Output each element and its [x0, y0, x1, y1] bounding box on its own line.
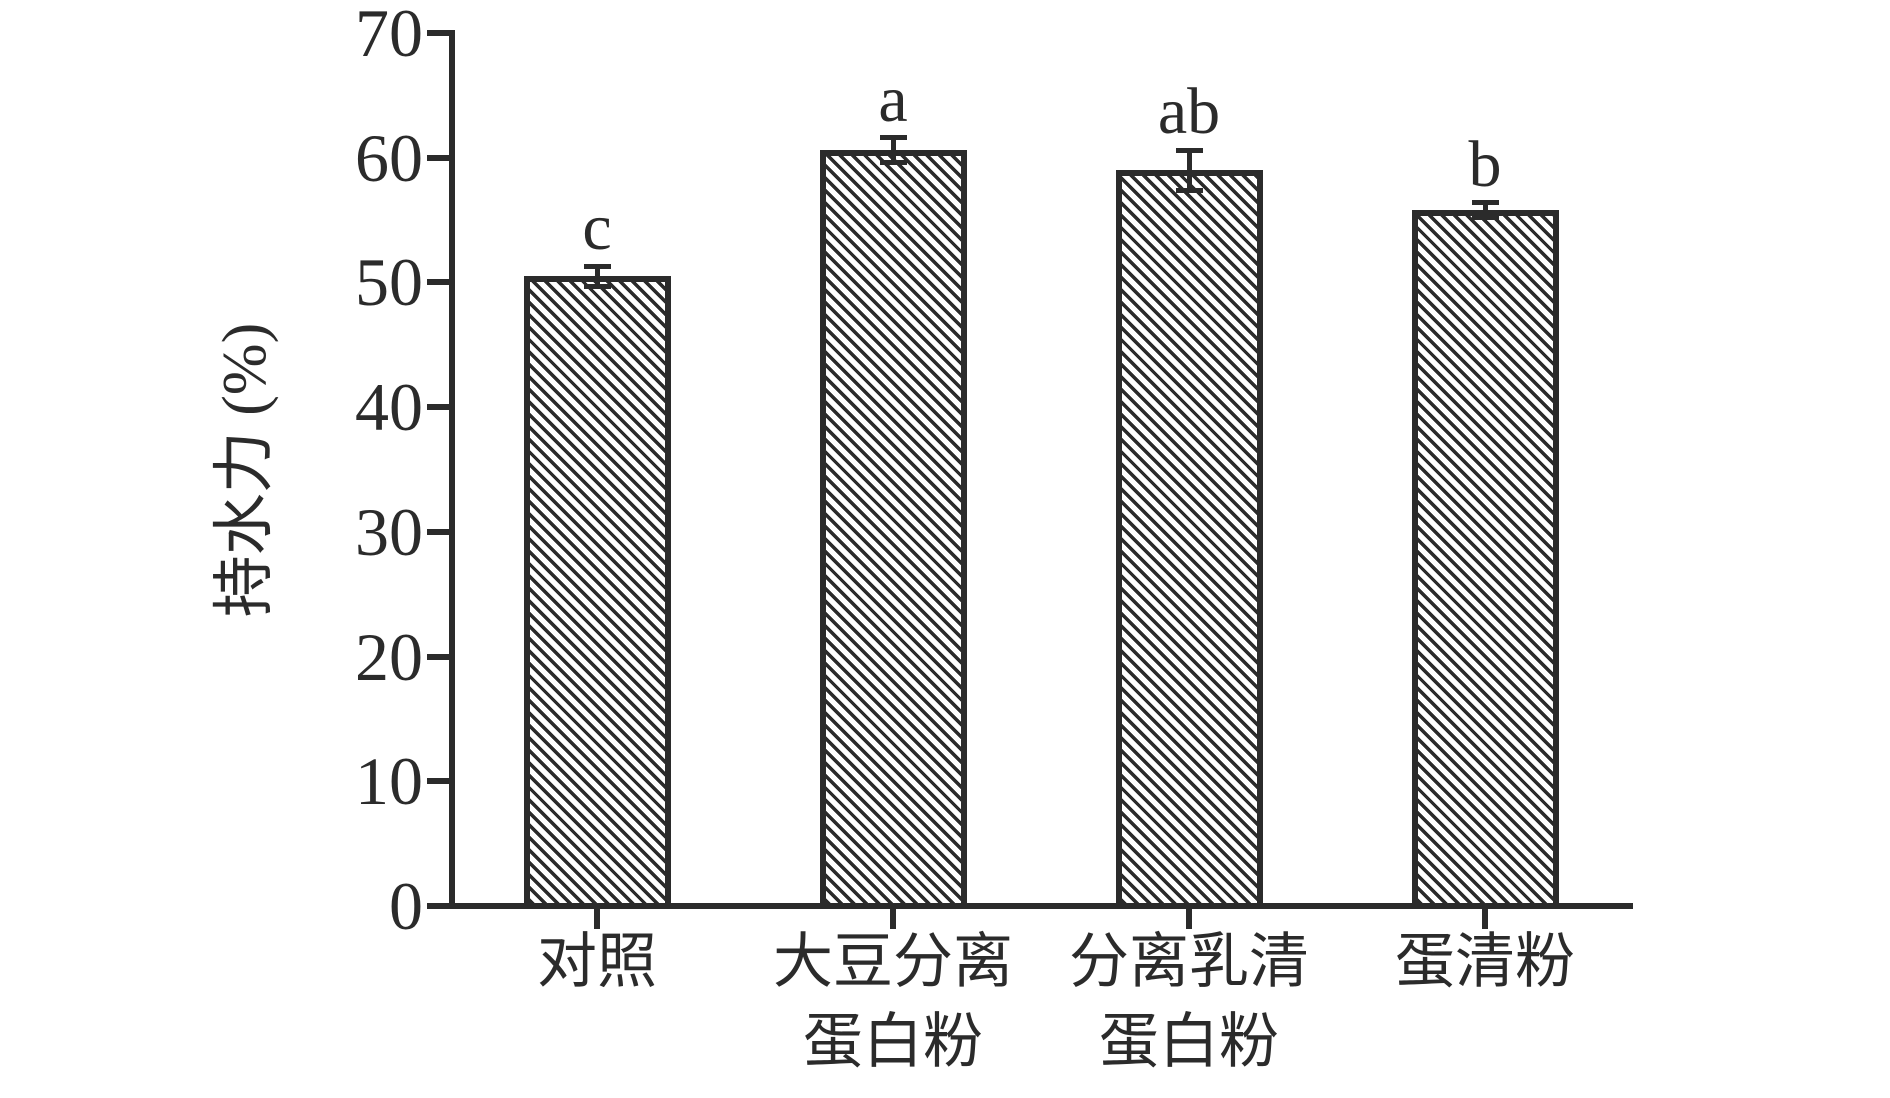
y-axis-line — [449, 30, 455, 909]
error-bar-line — [890, 137, 896, 163]
error-bar-cap-bottom — [879, 160, 907, 166]
sig-letter: ab — [1157, 75, 1221, 149]
x-tick-label: 蛋清粉 — [1395, 929, 1575, 995]
error-bar-cap-bottom — [583, 283, 611, 289]
bar — [1115, 170, 1263, 909]
y-tick — [427, 653, 449, 660]
y-tick-label: 30 — [355, 493, 423, 570]
bar — [523, 276, 671, 909]
error-bar-line — [1186, 150, 1192, 191]
x-axis-line — [427, 903, 1633, 909]
error-bar-cap-bottom — [1175, 187, 1203, 193]
y-tick-label: 40 — [355, 369, 423, 446]
error-bar-cap-top — [583, 263, 611, 269]
bar — [1411, 210, 1559, 909]
error-bar-cap-top — [879, 135, 907, 141]
x-tick — [1482, 909, 1488, 929]
error-bar-line — [594, 266, 600, 287]
error-bar-cap-top — [1175, 147, 1203, 153]
y-tick-label: 20 — [355, 618, 423, 695]
y-tick — [427, 279, 449, 286]
x-tick — [890, 909, 896, 929]
x-tick — [1186, 909, 1192, 929]
sig-letter: c — [582, 191, 612, 265]
y-tick-label: 60 — [355, 119, 423, 196]
error-bar-cap-top — [1471, 200, 1499, 206]
y-tick — [427, 778, 449, 785]
x-tick — [594, 909, 600, 929]
y-tick — [427, 528, 449, 535]
x-tick-label: 分离乳清 蛋白粉 — [1069, 929, 1309, 1075]
x-tick-label: 对照 — [537, 929, 657, 995]
sig-letter: b — [1468, 127, 1502, 201]
x-tick-label: 大豆分离 蛋白粉 — [773, 929, 1013, 1075]
y-tick-label: 70 — [355, 0, 423, 71]
y-tick-label: 50 — [355, 244, 423, 321]
y-tick — [427, 154, 449, 161]
sig-letter: a — [878, 62, 908, 136]
y-tick-label: 10 — [355, 743, 423, 820]
y-tick — [427, 30, 449, 36]
y-tick-label: 0 — [389, 868, 423, 944]
y-tick — [427, 404, 449, 411]
error-bar-line — [1482, 202, 1488, 218]
error-bar-cap-bottom — [1471, 215, 1499, 221]
bar — [819, 150, 967, 909]
